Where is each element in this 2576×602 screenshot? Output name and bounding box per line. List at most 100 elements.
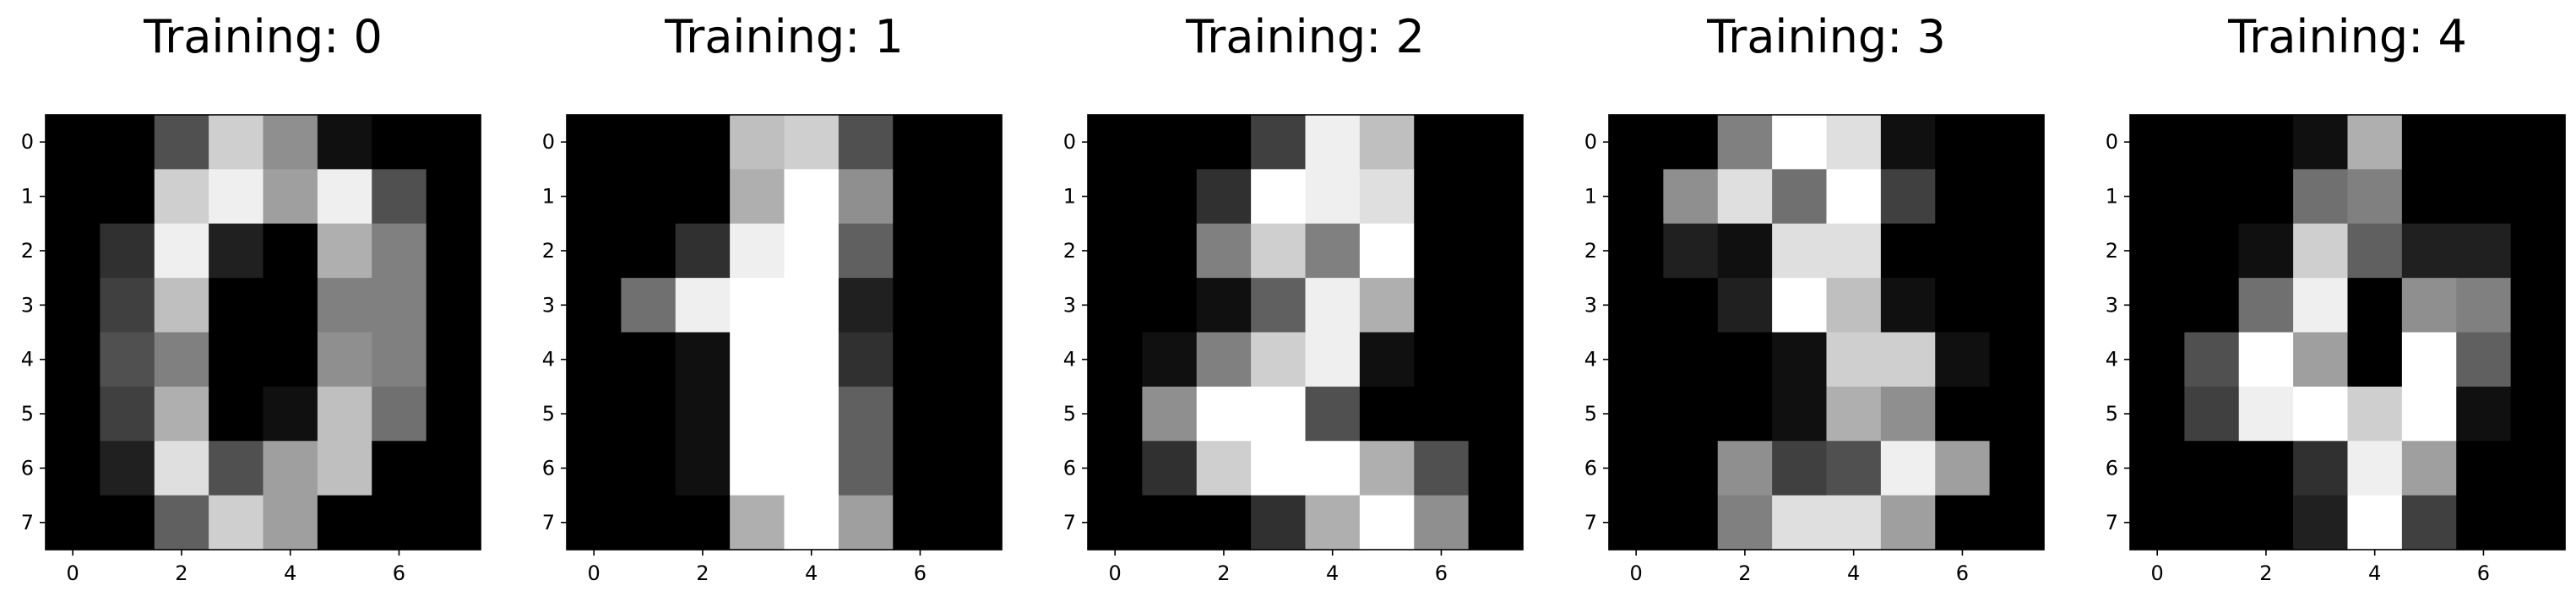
- pixel-cell: [2510, 495, 2566, 550]
- y-tick-label: 1: [21, 185, 34, 209]
- pixel-cell: [1989, 386, 2045, 442]
- y-tick-label: 7: [542, 511, 555, 534]
- y-tick-label: 0: [21, 130, 34, 154]
- pixel-cell: [1142, 115, 1198, 170]
- pixel-cell: [263, 223, 318, 279]
- pixel-cell: [2293, 115, 2349, 170]
- pixel-cell: [1826, 169, 1882, 225]
- pixel-cell: [317, 115, 372, 170]
- pixel-cell: [893, 278, 948, 334]
- pixel-cell: [675, 332, 731, 388]
- pixel-cell: [838, 441, 894, 496]
- pixel-cell: [2184, 169, 2240, 225]
- pixel-cell: [100, 441, 155, 496]
- x-tick-label: 4: [2368, 561, 2381, 585]
- pixel-cell: [1663, 278, 1719, 334]
- pixel-cell: [1468, 441, 1524, 496]
- pixel-cell: [154, 169, 209, 225]
- pixel-cell: [1088, 115, 1143, 170]
- pixel-cell: [1772, 278, 1828, 334]
- y-tick-label: 4: [542, 348, 555, 372]
- pixel-cell: [1305, 169, 1361, 225]
- pixel-cell: [1880, 169, 1936, 225]
- axes-frame: [1608, 114, 2045, 550]
- pixel-cell: [154, 386, 209, 442]
- x-tick-label: 6: [393, 561, 405, 585]
- pixel-cell: [1609, 223, 1664, 279]
- pixel-cell: [1251, 115, 1307, 170]
- pixel-cell: [46, 223, 101, 279]
- pixel-cell: [1359, 169, 1415, 225]
- pixel-cell: [46, 169, 101, 225]
- pixel-cell: [46, 332, 101, 388]
- pixel-cell: [100, 115, 155, 170]
- pixel-cell: [1251, 495, 1307, 550]
- pixel-cell: [372, 223, 427, 279]
- pixel-cell: [2401, 223, 2457, 279]
- pixel-cell: [154, 223, 209, 279]
- pixel-cell: [1663, 441, 1719, 496]
- pixel-cell: [893, 115, 948, 170]
- pixel-cell: [1088, 495, 1143, 550]
- pixel-cell: [1609, 441, 1664, 496]
- pixel-cell: [1989, 115, 2045, 170]
- pixel-cell: [2184, 278, 2240, 334]
- pixel-cell: [1359, 223, 1415, 279]
- pixel-cell: [426, 278, 481, 334]
- pixel-cell: [2130, 441, 2185, 496]
- y-tick-label: 4: [2106, 348, 2118, 372]
- pixel-cell: [46, 441, 101, 496]
- pixel-cell: [947, 441, 1003, 496]
- pixel-cell: [2347, 441, 2403, 496]
- pixel-cell: [2293, 332, 2349, 388]
- pixel-cell: [1826, 115, 1882, 170]
- x-tick-label: 4: [1326, 561, 1339, 585]
- pixel-cell: [1609, 169, 1664, 225]
- x-tick-label: 0: [588, 561, 601, 585]
- pixel-cell: [372, 169, 427, 225]
- y-tick-label: 0: [1063, 130, 1076, 154]
- pixel-cell: [2184, 115, 2240, 170]
- pixel-cell: [1414, 223, 1470, 279]
- pixel-cell: [209, 386, 264, 442]
- y-tick-label: 6: [542, 456, 555, 480]
- pixel-cell: [1414, 386, 1470, 442]
- pixel-cell: [2130, 223, 2185, 279]
- chart-title: Training: 2: [1185, 10, 1425, 63]
- pixel-cell: [1935, 115, 1991, 170]
- pixel-cell: [1880, 332, 1936, 388]
- pixel-cell: [784, 169, 840, 225]
- pixel-cell: [621, 495, 677, 550]
- x-tick-label: 2: [1738, 561, 1751, 585]
- y-tick-label: 6: [2106, 456, 2118, 480]
- pixel-cell: [893, 223, 948, 279]
- pixel-cell: [1935, 495, 1991, 550]
- x-tick-label: 2: [1217, 561, 1230, 585]
- pixel-cell: [1305, 441, 1361, 496]
- pixel-cell: [947, 332, 1003, 388]
- pixel-cell: [263, 169, 318, 225]
- pixel-cell: [1359, 495, 1415, 550]
- pixel-cell: [1717, 278, 1773, 334]
- pixel-cell: [209, 278, 264, 334]
- pixel-cell: [1468, 332, 1524, 388]
- pixel-cell: [1468, 115, 1524, 170]
- y-tick-label: 7: [1063, 511, 1076, 534]
- pixel-cell: [1305, 115, 1361, 170]
- pixel-cell: [2130, 115, 2185, 170]
- axes-frame: [1087, 114, 1524, 550]
- pixel-cell: [1772, 169, 1828, 225]
- pixel-cell: [567, 223, 622, 279]
- pixel-cell: [1251, 332, 1307, 388]
- pixel-cell: [2510, 223, 2566, 279]
- pixel-cell: [1142, 169, 1198, 225]
- x-tick-label: 4: [1847, 561, 1860, 585]
- pixel-cell: [209, 495, 264, 550]
- pixel-cell: [209, 223, 264, 279]
- pixel-cell: [1826, 278, 1882, 334]
- pixel-cell: [2510, 332, 2566, 388]
- pixel-cell: [1142, 278, 1198, 334]
- pixel-cell: [838, 169, 894, 225]
- pixel-cell: [730, 332, 785, 388]
- y-tick-label: 1: [542, 185, 555, 209]
